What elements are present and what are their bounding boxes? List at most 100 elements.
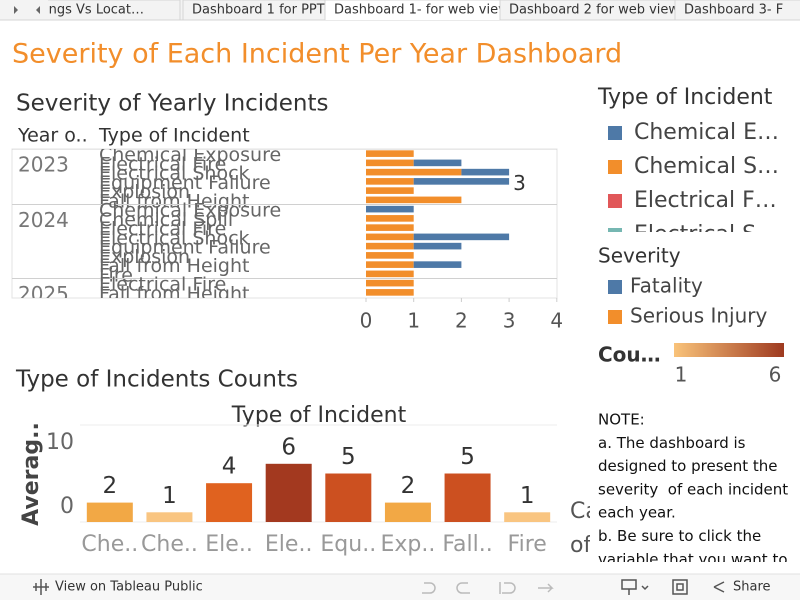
color-ramp-min: 1 <box>675 363 688 387</box>
year-label: 2023 <box>18 153 69 177</box>
bar-segment <box>366 187 414 194</box>
note-line: NOTE: <box>598 411 645 429</box>
category-label: Equipment Failure <box>99 172 271 194</box>
bar-segment <box>366 233 414 241</box>
bar-segment <box>366 252 414 259</box>
bar-segment <box>366 261 414 268</box>
bar-segment <box>413 242 462 250</box>
x-tick-label: 3 <box>503 309 516 333</box>
category-label: Electrical Fire <box>99 153 226 175</box>
revert-icon[interactable] <box>499 582 516 594</box>
incident-counts-chart: Type of Incidents Counts Type of Incident… <box>15 367 590 559</box>
bar-segment <box>366 159 414 167</box>
legend-swatch[interactable] <box>608 280 622 294</box>
category-label: Chemical Exposure <box>99 144 281 166</box>
pause-icon[interactable] <box>538 583 554 593</box>
legend-swatch[interactable] <box>608 126 622 140</box>
year-label: 2024 <box>18 208 69 232</box>
tab[interactable] <box>0 0 181 20</box>
category-label: Fall from Height <box>99 190 250 212</box>
toolbar-icons <box>422 579 725 595</box>
bar-segment <box>461 168 510 176</box>
legend-label[interactable]: Chemical E… <box>634 120 779 145</box>
note-line: a. The dashboard is <box>598 434 746 452</box>
tab-label[interactable]: Dashboard 3- F <box>684 3 783 18</box>
value-label: 5 <box>341 444 356 470</box>
category-label: Chemical Spill <box>99 209 233 231</box>
view-on-public-link[interactable]: View on Tableau Public <box>55 580 203 595</box>
redo-icon[interactable] <box>456 582 470 594</box>
x-tick-label: Fall.. <box>442 532 492 557</box>
category-label: Explosion <box>99 181 190 203</box>
legend-swatch[interactable] <box>608 160 622 174</box>
x-tick-label: Fire <box>508 532 547 557</box>
category-label: Electrical Shock <box>99 227 250 249</box>
tab-label[interactable]: Dashboard 1 for PPT <box>192 3 325 18</box>
download-menu-icon[interactable] <box>641 585 649 591</box>
tab-label[interactable]: n Findings Vs Locat… <box>6 3 144 18</box>
tableau-icon[interactable] <box>33 579 49 595</box>
bar <box>444 473 491 522</box>
clipped-caption: Ca of <box>570 499 590 558</box>
value-label: 2 <box>102 473 117 499</box>
share-button[interactable]: Share <box>733 580 771 595</box>
undo-icon[interactable] <box>422 582 436 594</box>
bar-segment <box>366 270 414 278</box>
tab-label[interactable]: Dashboard 2 for web view <box>509 3 679 18</box>
tab-label[interactable]: Dashboard 1- for web view <box>334 3 509 18</box>
x-tick-label: Che.. <box>141 532 198 557</box>
legend-label[interactable]: Electrical F… <box>634 188 777 213</box>
bar-segment <box>366 224 414 231</box>
category-label: Equipment Failure <box>99 237 271 259</box>
bar <box>86 502 133 522</box>
bar-segment <box>366 205 414 213</box>
category-label: Electrical Fire <box>99 218 226 240</box>
legend-swatch[interactable] <box>608 194 622 208</box>
bar <box>384 502 431 522</box>
download-icon[interactable] <box>621 579 637 595</box>
note-line: severity of each incident <box>598 480 788 498</box>
bar-segment <box>366 178 414 185</box>
bar <box>206 483 253 522</box>
note-line: b. Be sure to click the <box>598 527 761 545</box>
note-line: variable that you want to <box>598 550 788 568</box>
bar-segment <box>413 233 510 241</box>
x-tick-label: Ele.. <box>205 532 253 557</box>
bar-segment <box>413 178 510 185</box>
y-axis-label: Averag.. <box>19 422 44 526</box>
x-tick-label: 0 <box>360 309 373 333</box>
note-line: each year. <box>598 504 676 522</box>
legend-title: Cou… <box>598 343 661 367</box>
chart-title: Severity of Yearly Incidents <box>16 91 329 117</box>
legend-label[interactable]: Serious Injury <box>630 304 767 328</box>
category-label: Fall from Height <box>99 255 250 277</box>
bar-segment <box>366 168 462 176</box>
legend-swatch[interactable] <box>608 310 622 324</box>
yearly-severity-chart: Severity of Yearly Incidents Year o.. Type… <box>11 91 563 333</box>
note-line: designed to present the <box>598 457 778 475</box>
tab-scroll-right-icon[interactable] <box>14 6 18 14</box>
legend-label[interactable]: Electrical S… <box>634 222 778 247</box>
tab-scroll-left-icon[interactable] <box>36 6 40 14</box>
category-label: Chemical Exposure <box>99 200 281 222</box>
x-tick-label: 2 <box>455 309 468 333</box>
bar-segment <box>366 215 414 222</box>
legend-label[interactable]: Fatality <box>630 274 703 298</box>
chart-subtitle: Type of Incident <box>231 403 407 428</box>
y-tick-label: 10 <box>46 430 74 455</box>
value-label: 1 <box>520 483 535 509</box>
share-icon[interactable] <box>713 581 725 593</box>
legend-swatch[interactable] <box>608 228 622 242</box>
x-tick-label: Che.. <box>81 532 138 557</box>
legend-label[interactable]: Chemical S… <box>634 154 779 179</box>
value-label: 6 <box>281 434 296 460</box>
fullscreen-icon[interactable] <box>672 579 688 595</box>
color-ramp-max: 6 <box>769 363 782 387</box>
legend-title: Severity <box>598 244 681 268</box>
year-label: 2025 <box>18 282 69 306</box>
value-label: 1 <box>162 483 177 509</box>
tab[interactable] <box>674 0 800 20</box>
x-tick-label: Equ.. <box>320 532 376 557</box>
toolbar <box>0 574 800 600</box>
